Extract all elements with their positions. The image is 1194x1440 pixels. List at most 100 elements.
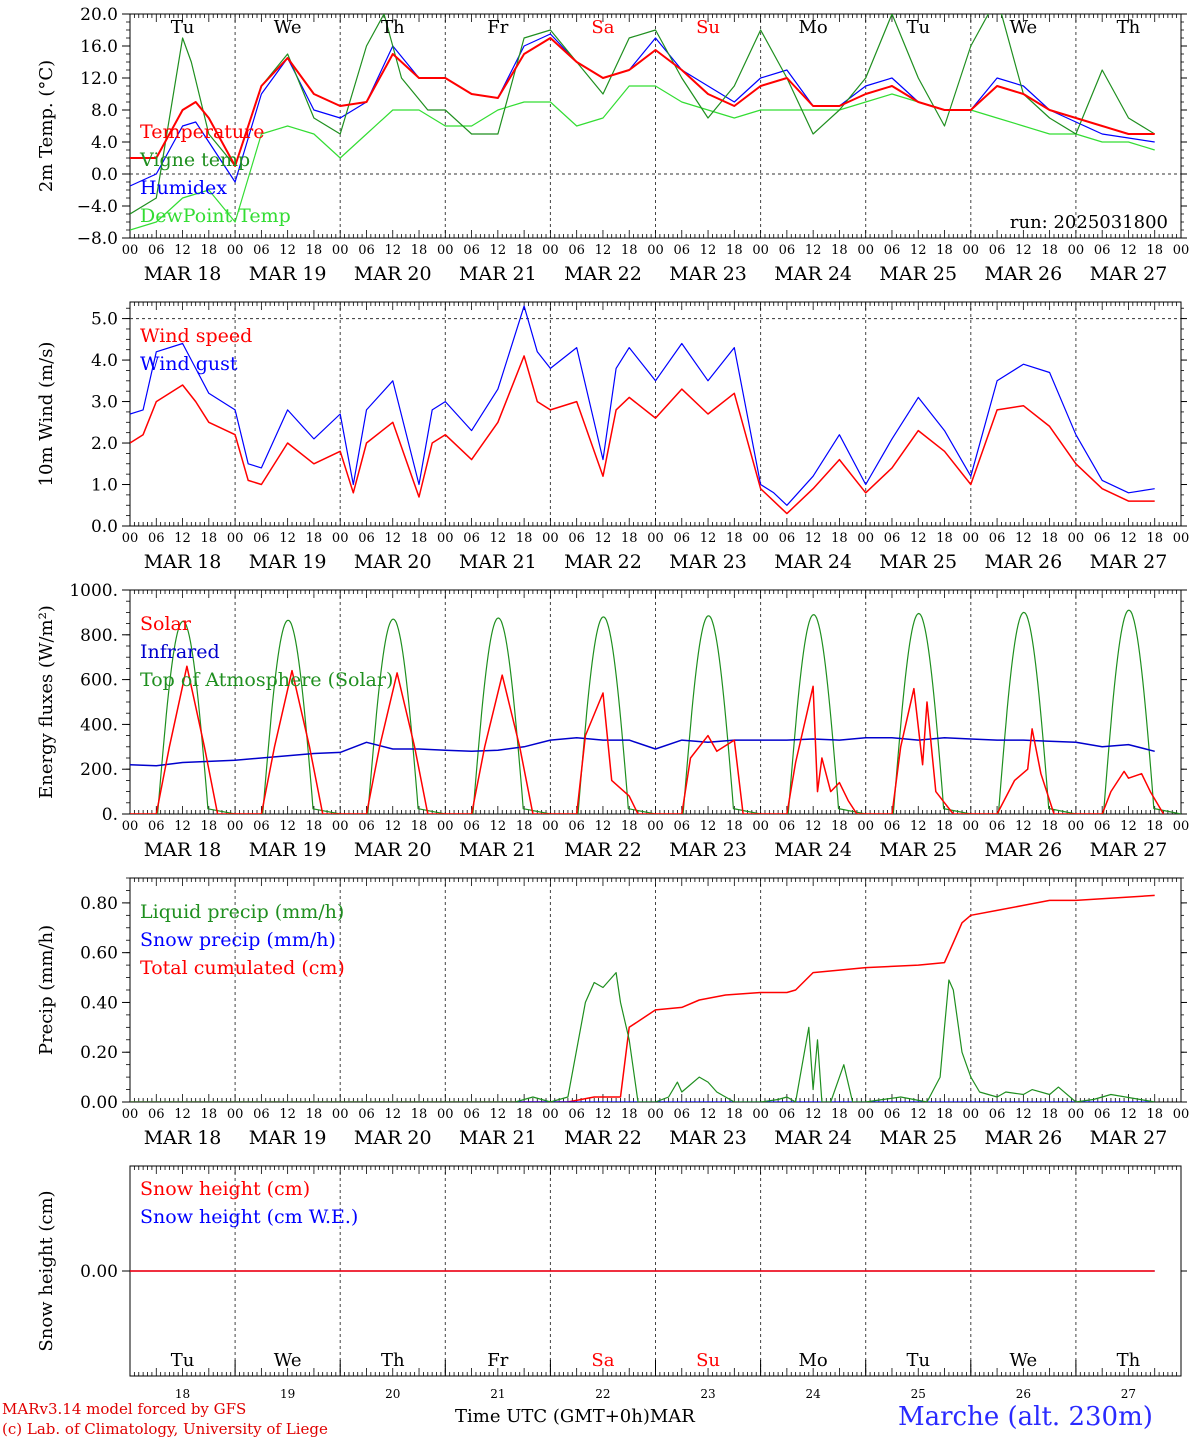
hour-tick-label: 18 — [516, 1107, 533, 1122]
hour-tick-label: 18 — [1146, 819, 1163, 834]
hour-tick-label: 18 — [831, 531, 848, 546]
hour-tick-label: 00 — [437, 243, 454, 258]
hour-tick-label: 18 — [411, 531, 428, 546]
hour-tick-label: 00 — [857, 819, 874, 834]
legend-entry: Snow height (cm) — [140, 1178, 310, 1200]
hour-tick-label: 00 — [752, 1107, 769, 1122]
date-label: MAR 26 — [984, 1127, 1062, 1149]
date-label: MAR 23 — [669, 1127, 747, 1149]
hour-tick-label: 00 — [437, 819, 454, 834]
hour-tick-label: 18 — [936, 1107, 953, 1122]
hour-tick-label: 06 — [148, 1107, 165, 1122]
legend-entry: Wind speed — [140, 325, 252, 347]
hour-tick-label: 12 — [805, 531, 822, 546]
legend-entry: Snow precip (mm/h) — [140, 929, 336, 951]
date-label: MAR 20 — [354, 263, 432, 285]
hour-tick-label: 12 — [490, 1107, 507, 1122]
day-number-label: 24 — [806, 1387, 822, 1401]
weekday-label: Mo — [799, 17, 828, 38]
y-tick-label: 12.0 — [80, 69, 118, 89]
hour-tick-label: 06 — [148, 819, 165, 834]
hour-tick-label: 06 — [568, 819, 585, 834]
hour-tick-label: 18 — [201, 1107, 218, 1122]
hour-tick-label: 12 — [910, 1107, 927, 1122]
hour-tick-label: 18 — [411, 819, 428, 834]
date-label: MAR 22 — [564, 839, 642, 861]
hour-tick-label: 18 — [831, 819, 848, 834]
day-number-label: 19 — [280, 1387, 295, 1401]
date-label: MAR 22 — [564, 551, 642, 573]
hour-tick-label: 06 — [253, 243, 270, 258]
hour-tick-label: 12 — [700, 1107, 717, 1122]
hour-tick-label: 06 — [568, 1107, 585, 1122]
hour-tick-label: 00 — [752, 243, 769, 258]
weekday-label: Fr — [487, 17, 508, 38]
hour-tick-label: 12 — [279, 819, 296, 834]
hour-tick-label: 00 — [963, 243, 980, 258]
panel-precip: 0.00 0.20 0.40 0.60 0.80 Precip (mm/h) Liquid … — [36, 877, 1189, 1149]
hour-tick-label: 06 — [989, 243, 1006, 258]
y-tick-label: 0.80 — [80, 894, 118, 914]
hour-tick-label: 00 — [857, 1107, 874, 1122]
series-top-of-atmosphere-solar-line — [130, 609, 1181, 814]
date-label: MAR 20 — [354, 551, 432, 573]
weekday-label: Th — [1117, 1350, 1141, 1371]
y-tick-label: 0.00 — [80, 1262, 118, 1282]
y-tick-label: 4.0 — [91, 133, 118, 153]
hour-tick-label: 06 — [568, 243, 585, 258]
hour-tick-label: 00 — [122, 819, 139, 834]
y-tick-label: −8.0 — [77, 229, 118, 249]
hour-tick-label: 12 — [805, 819, 822, 834]
weekday-label: Sa — [591, 1350, 614, 1371]
date-label: MAR 18 — [144, 1127, 222, 1149]
hour-tick-label: 12 — [595, 1107, 612, 1122]
hour-tick-label: 00 — [647, 1107, 664, 1122]
date-label: MAR 20 — [354, 839, 432, 861]
hour-tick-label: 06 — [253, 1107, 270, 1122]
hour-tick-label: 18 — [411, 243, 428, 258]
hour-tick-label: 18 — [936, 531, 953, 546]
date-label: MAR 26 — [984, 263, 1062, 285]
hour-tick-label: 18 — [726, 819, 743, 834]
hour-tick-label: 06 — [463, 243, 480, 258]
y-tick-label: 800. — [80, 626, 118, 646]
hour-tick-label: 00 — [963, 531, 980, 546]
weekday-label: Su — [696, 17, 720, 38]
hour-tick-label: 00 — [227, 531, 244, 546]
date-label: MAR 19 — [249, 263, 327, 285]
hour-tick-label: 06 — [779, 243, 796, 258]
y-tick-label: 1000. — [69, 581, 118, 601]
date-label: MAR 21 — [459, 1127, 537, 1149]
hour-tick-label: 12 — [174, 1107, 191, 1122]
date-label: MAR 21 — [459, 839, 537, 861]
y-tick-label: −4.0 — [77, 197, 118, 217]
day-number-label: 18 — [175, 1387, 190, 1401]
time-label-text: Time UTC (GMT+0h) — [455, 1406, 650, 1427]
hour-tick-label: 12 — [595, 531, 612, 546]
weekday-label: We — [1010, 1350, 1038, 1371]
hour-tick-label: 00 — [332, 531, 349, 546]
weekday-label: Th — [381, 17, 405, 38]
y-tick-label: 20.0 — [80, 5, 118, 25]
y-axis-label: Precip (mm/h) — [36, 925, 57, 1055]
hour-tick-label: 18 — [831, 1107, 848, 1122]
hour-tick-label: 06 — [148, 243, 165, 258]
series-vigne-temp-line — [130, 14, 1156, 215]
hour-tick-label: 12 — [384, 531, 401, 546]
hour-tick-label: 12 — [700, 243, 717, 258]
hour-tick-label: 18 — [516, 819, 533, 834]
hour-tick-label: 00 — [332, 1107, 349, 1122]
hour-tick-label: 00 — [122, 531, 139, 546]
hour-tick-label: 18 — [621, 819, 638, 834]
hour-tick-label: 18 — [621, 243, 638, 258]
hour-tick-label: 12 — [700, 531, 717, 546]
hour-tick-label: 12 — [279, 1107, 296, 1122]
hour-tick-label: 18 — [936, 819, 953, 834]
hour-tick-label: 18 — [201, 819, 218, 834]
weekday-label: Fr — [487, 1350, 508, 1371]
hour-tick-label: 00 — [1173, 531, 1190, 546]
hour-tick-label: 06 — [674, 819, 691, 834]
hour-tick-label: 18 — [201, 531, 218, 546]
hour-tick-label: 00 — [752, 531, 769, 546]
legend-entry: Solar — [140, 613, 192, 635]
